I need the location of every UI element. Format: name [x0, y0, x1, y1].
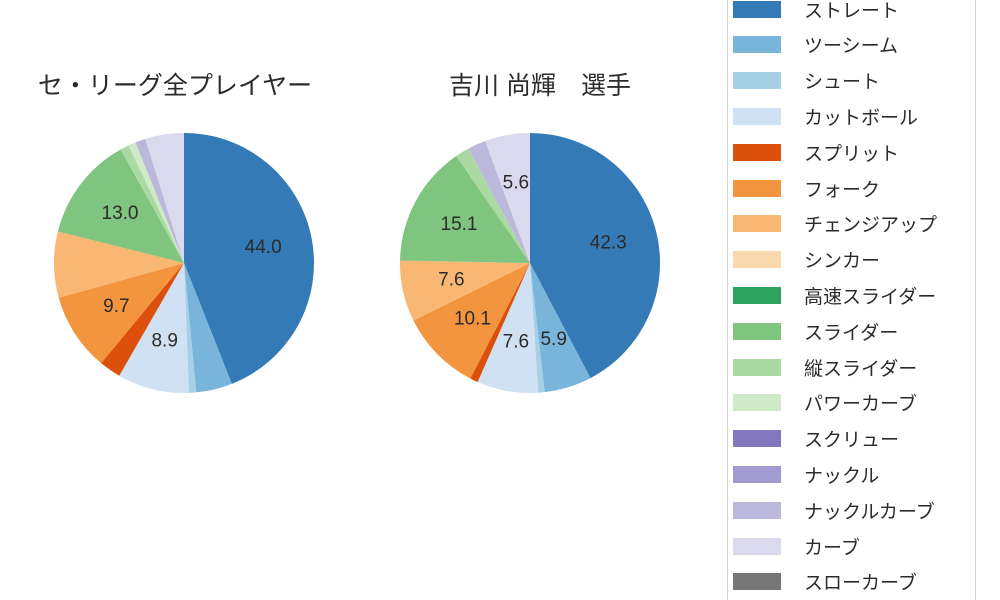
- svg-text:5.6: 5.6: [503, 173, 529, 194]
- svg-text:15.1: 15.1: [441, 214, 478, 235]
- svg-text:5.9: 5.9: [540, 329, 566, 350]
- svg-text:7.6: 7.6: [503, 331, 529, 352]
- svg-text:7.6: 7.6: [438, 270, 464, 291]
- svg-text:13.0: 13.0: [102, 203, 139, 224]
- svg-text:10.1: 10.1: [454, 308, 491, 329]
- svg-text:8.9: 8.9: [151, 330, 177, 351]
- svg-text:9.7: 9.7: [103, 296, 129, 317]
- svg-text:42.3: 42.3: [590, 233, 627, 254]
- svg-text:44.0: 44.0: [245, 237, 282, 258]
